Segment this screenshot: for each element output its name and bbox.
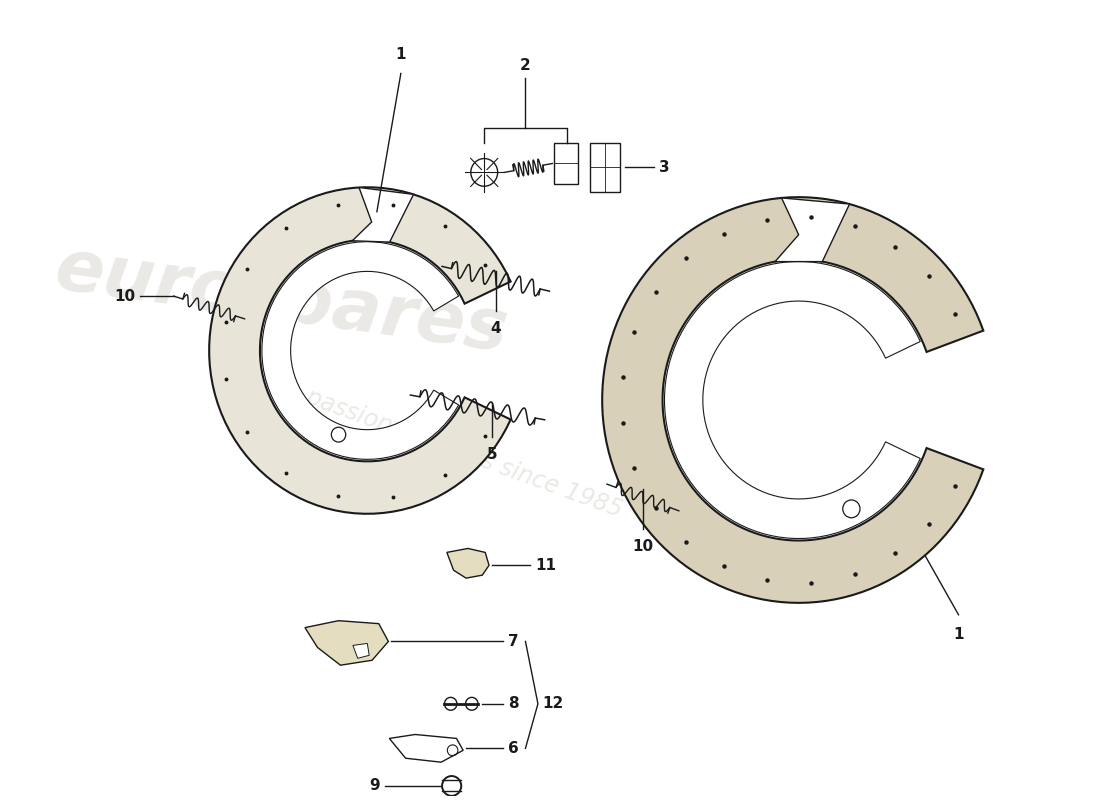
Polygon shape [776, 198, 849, 262]
Polygon shape [209, 187, 510, 514]
Text: 10: 10 [114, 289, 135, 303]
Text: 5: 5 [486, 446, 497, 462]
Polygon shape [262, 242, 459, 459]
Text: 4: 4 [491, 321, 502, 336]
Polygon shape [305, 621, 388, 666]
Text: 3: 3 [659, 160, 669, 175]
Bar [590, 142, 620, 192]
Text: 9: 9 [370, 778, 379, 794]
Text: eurospares: eurospares [51, 235, 512, 367]
Polygon shape [602, 197, 983, 603]
Text: 7: 7 [508, 634, 519, 649]
Text: 8: 8 [508, 696, 519, 711]
Text: 1: 1 [954, 626, 964, 642]
Text: 10: 10 [632, 538, 653, 554]
Bar [554, 142, 579, 184]
Polygon shape [664, 262, 921, 538]
Text: 11: 11 [535, 558, 557, 573]
Text: 6: 6 [508, 741, 519, 756]
Polygon shape [353, 643, 370, 658]
Text: 12: 12 [542, 696, 564, 711]
Polygon shape [352, 187, 414, 242]
Text: a passion for parts since 1985: a passion for parts since 1985 [282, 377, 626, 522]
Polygon shape [447, 549, 490, 578]
Text: 2: 2 [520, 58, 531, 74]
Text: 1: 1 [396, 46, 406, 62]
Polygon shape [389, 734, 463, 762]
